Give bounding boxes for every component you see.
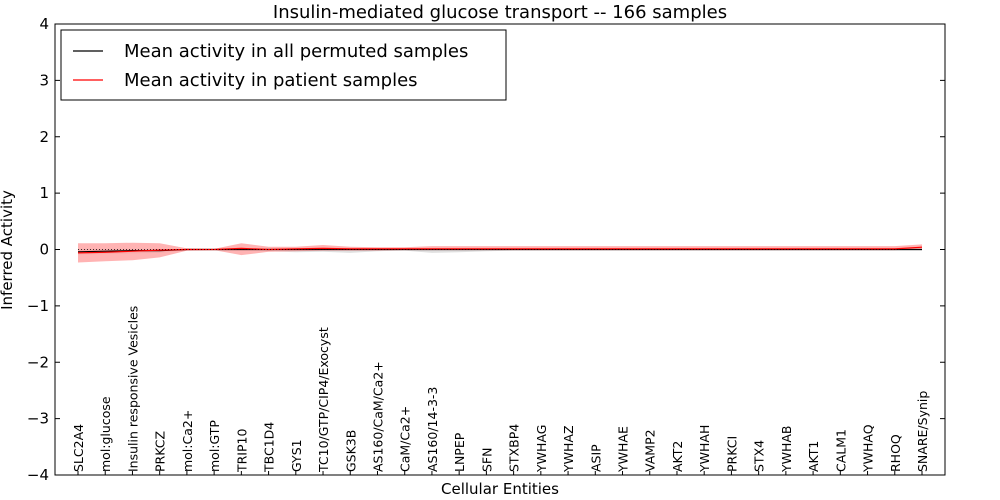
- legend-label-permuted: Mean activity in all permuted samples: [124, 41, 468, 62]
- x-tick-label: CALM1: [833, 429, 848, 472]
- x-tick-label: SNARE/Synip: [915, 391, 930, 472]
- x-tick-label: AKT2: [670, 441, 685, 472]
- y-tick-label: 0: [39, 241, 49, 259]
- x-tick-label: YWHAH: [697, 425, 712, 473]
- x-tick-label: RHOQ: [888, 434, 903, 472]
- series-lines: [77, 246, 923, 254]
- chart-title: Insulin-mediated glucose transport -- 16…: [273, 2, 727, 23]
- y-axis: −4 −3 −2 −1 0 1 2 3 4: [27, 15, 945, 484]
- y-tick-label: −4: [27, 466, 49, 484]
- y-tick-label: −3: [27, 410, 49, 428]
- x-tick-label: AS160/CaM/Ca2+: [370, 361, 385, 472]
- y-tick-label: 4: [39, 15, 49, 33]
- x-tick-label: GSK3B: [343, 430, 358, 472]
- x-tick-label: ASIP: [588, 444, 603, 472]
- x-tick-label: mol:glucose: [98, 396, 113, 472]
- x-tick-label: mol:GTP: [207, 420, 222, 472]
- x-tick-label: TRIP10: [234, 429, 249, 473]
- confidence-bands: [78, 242, 922, 263]
- x-tick-label: CaM/Ca2+: [398, 406, 413, 472]
- y-tick-label: 2: [39, 128, 49, 146]
- legend-box: [60, 29, 507, 101]
- band-patient: [78, 242, 922, 263]
- x-tick-label: YWHAQ: [861, 424, 876, 473]
- y-axis-label: Inferred Activity: [0, 190, 16, 310]
- x-tick-label: TC10/GTP/CIP4/Exocyst: [316, 327, 331, 473]
- x-tick-label: VAMP2: [643, 429, 658, 472]
- x-tick-label: YWHAE: [616, 426, 631, 473]
- x-tick-label: SLC2A4: [71, 424, 86, 472]
- x-tick-label: AS160/14-3-3: [425, 387, 440, 472]
- x-axis-label: Cellular Entities: [441, 480, 559, 498]
- x-tick-label: PRKCI: [724, 436, 739, 472]
- y-tick-label: −2: [27, 353, 49, 371]
- x-tick-label: STXBP4: [507, 424, 522, 472]
- line-patient: [77, 246, 923, 254]
- legend: Mean activity in all permuted samples Me…: [60, 29, 507, 101]
- x-tick-label: SFN: [479, 448, 494, 472]
- x-tick-label: YWHAB: [779, 425, 794, 473]
- x-tick-label: LNPEP: [452, 432, 467, 472]
- y-tick-label: −1: [27, 297, 49, 315]
- legend-label-patient: Mean activity in patient samples: [124, 70, 418, 91]
- x-tick-label: Insulin responsive Vesicles: [125, 306, 140, 472]
- x-tick-label: TBC1D4: [262, 422, 277, 473]
- x-tick-label: YWHAZ: [561, 425, 576, 473]
- x-tick-label: YWHAG: [534, 425, 549, 473]
- x-tick-label: AKT1: [806, 441, 821, 472]
- x-tick-label: GYS1: [289, 439, 304, 472]
- x-tick-label: STX4: [752, 440, 767, 472]
- x-tick-label: mol:Ca2+: [180, 410, 195, 472]
- y-tick-label: 1: [39, 184, 49, 202]
- y-tick-label: 3: [39, 71, 49, 89]
- x-axis: SLC2A4 mol:glucose Insulin responsive Vesi…: [71, 306, 930, 475]
- x-tick-label: PRKCZ: [153, 431, 168, 472]
